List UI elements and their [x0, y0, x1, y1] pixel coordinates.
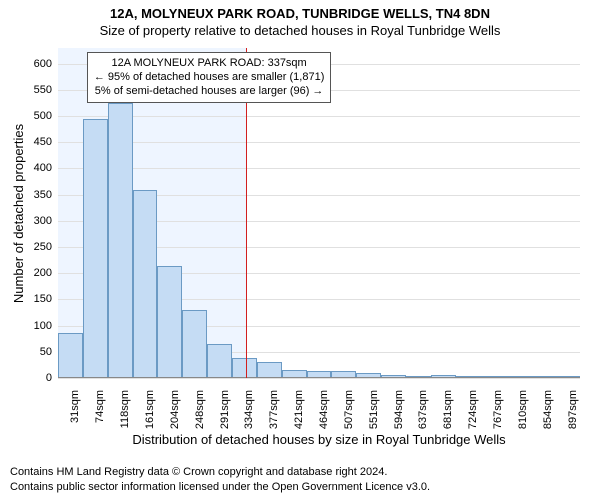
histogram-bar: [108, 103, 133, 378]
ytick-label: 600: [34, 58, 58, 70]
xtick-label: 31sqm: [69, 390, 81, 423]
annotation-line-1: 12A MOLYNEUX PARK ROAD: 337sqm: [94, 57, 325, 71]
ytick-label: 450: [34, 136, 58, 148]
annotation-line-3: 5% of semi-detached houses are larger (9…: [94, 85, 325, 99]
xtick-label: 551sqm: [368, 390, 380, 429]
xtick-label: 767sqm: [492, 390, 504, 429]
xtick-label: 421sqm: [293, 390, 305, 429]
histogram-bar: [182, 310, 207, 378]
ytick-label: 300: [34, 215, 58, 227]
x-axis-label: Distribution of detached houses by size …: [58, 432, 580, 447]
ytick-label: 500: [34, 110, 58, 122]
gridline: [58, 116, 580, 117]
annotation-line-2: ← 95% of detached houses are smaller (1,…: [94, 71, 325, 85]
xtick-label: 681sqm: [442, 390, 454, 429]
xtick-label: 854sqm: [542, 390, 554, 429]
ytick-label: 400: [34, 162, 58, 174]
ytick-label: 100: [34, 320, 58, 332]
ytick-label: 50: [40, 346, 58, 358]
xtick-label: 377sqm: [268, 390, 280, 429]
ytick-label: 0: [46, 372, 58, 384]
xtick-label: 637sqm: [417, 390, 429, 429]
chart-title: 12A, MOLYNEUX PARK ROAD, TUNBRIDGE WELLS…: [0, 0, 600, 21]
x-axis-baseline: [58, 377, 580, 378]
footer-line-2: Contains public sector information licen…: [10, 480, 430, 494]
xtick-label: 74sqm: [94, 390, 106, 423]
xtick-label: 464sqm: [318, 390, 330, 429]
histogram-bar: [58, 333, 83, 378]
xtick-label: 118sqm: [119, 390, 131, 428]
plot-area: 12A MOLYNEUX PARK ROAD: 337sqm← 95% of d…: [58, 48, 580, 378]
chart-subtitle: Size of property relative to detached ho…: [0, 21, 600, 38]
ytick-label: 350: [34, 189, 58, 201]
y-axis-label: Number of detached properties: [12, 48, 26, 378]
xtick-label: 897sqm: [567, 390, 579, 429]
gridline: [58, 142, 580, 143]
gridline: [58, 378, 580, 379]
chart-container: 12A, MOLYNEUX PARK ROAD, TUNBRIDGE WELLS…: [0, 0, 600, 500]
histogram-bar: [133, 190, 158, 378]
xtick-label: 810sqm: [517, 390, 529, 429]
xtick-label: 594sqm: [393, 390, 405, 429]
footer-line-1: Contains HM Land Registry data © Crown c…: [10, 465, 430, 479]
xtick-label: 204sqm: [169, 390, 181, 429]
histogram-bar: [83, 119, 108, 378]
xtick-label: 724sqm: [467, 390, 479, 429]
gridline: [58, 168, 580, 169]
histogram-bar: [157, 266, 182, 378]
xtick-label: 248sqm: [194, 390, 206, 429]
ytick-label: 150: [34, 293, 58, 305]
annotation-box: 12A MOLYNEUX PARK ROAD: 337sqm← 95% of d…: [87, 52, 332, 103]
ytick-label: 200: [34, 267, 58, 279]
histogram-bar: [257, 362, 282, 378]
histogram-bar: [207, 344, 232, 378]
ytick-label: 550: [34, 84, 58, 96]
ytick-label: 250: [34, 241, 58, 253]
xtick-label: 334sqm: [243, 390, 255, 429]
xtick-label: 291sqm: [219, 390, 231, 429]
chart-footer: Contains HM Land Registry data © Crown c…: [10, 465, 430, 494]
xtick-label: 161sqm: [144, 390, 156, 429]
histogram-bar: [232, 358, 257, 378]
xtick-label: 507sqm: [343, 390, 355, 429]
